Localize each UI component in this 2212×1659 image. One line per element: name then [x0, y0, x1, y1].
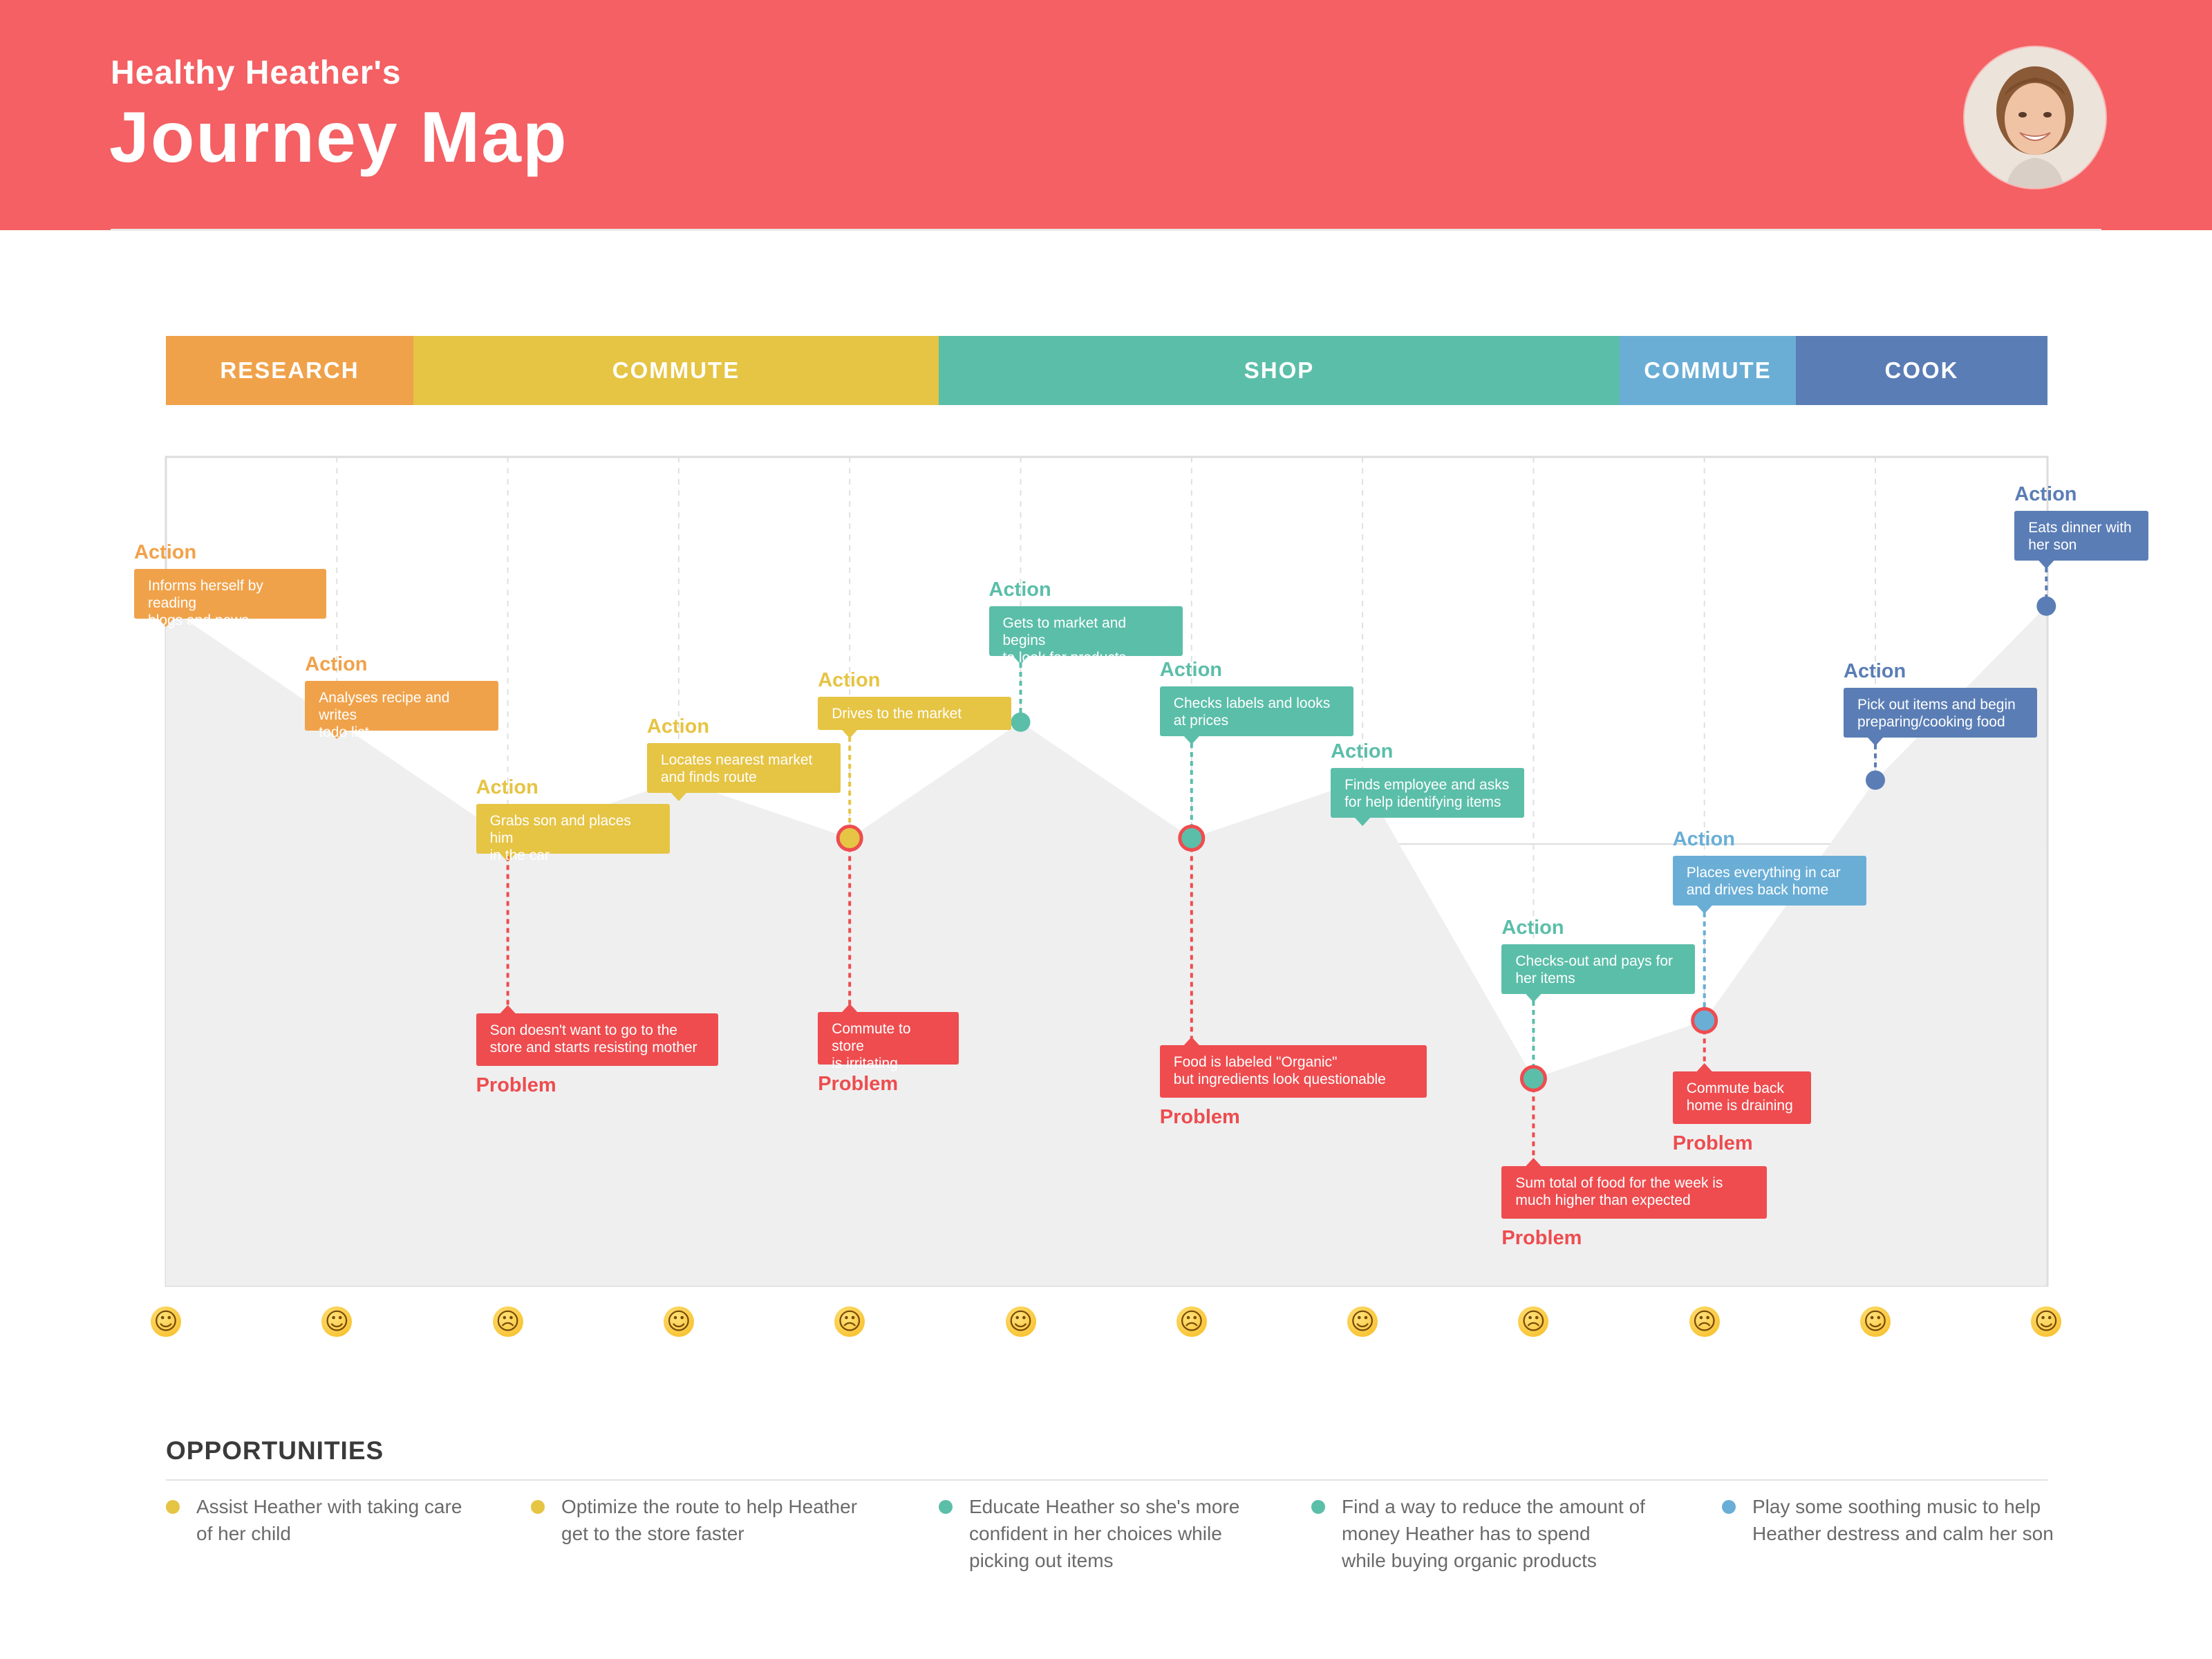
opportunity-text: Play some soothing music to help Heather…	[1752, 1496, 2054, 1544]
problem-label: Problem	[1159, 1106, 1240, 1128]
action-label: Action	[1331, 740, 1394, 762]
problem-label: Problem	[818, 1073, 899, 1095]
header-divider	[111, 229, 2101, 231]
problem-callout: Commute back home is draining	[1672, 1071, 1811, 1124]
opportunity-text: Optimize the route to help Heather get t…	[561, 1496, 858, 1544]
action-label: Action	[818, 669, 881, 691]
opportunities-divider	[166, 1479, 2047, 1481]
action-label: Action	[134, 541, 197, 563]
face-with-monocle-icon: ☺	[663, 1306, 694, 1337]
opportunity-item: Play some soothing music to help Heather…	[1722, 1493, 2109, 1547]
problem-callout: Sum total of food for the week is much h…	[1501, 1166, 1768, 1219]
pleading-face-icon: ☹	[1518, 1306, 1549, 1337]
step-point	[1519, 1065, 1547, 1092]
neutral-face-icon: ☺	[1347, 1306, 1378, 1337]
slightly-smiling-face-icon: ☺	[1860, 1306, 1891, 1337]
opportunity-item: Find a way to reduce the amount of money…	[1311, 1493, 1698, 1574]
phase-commute-3: COMMUTE	[1620, 336, 1796, 405]
phase-cook-4: COOK	[1796, 336, 2047, 405]
sentiment-area	[166, 606, 2047, 1286]
callout-pointer	[1526, 1158, 1541, 1166]
callout-pointer	[1868, 738, 1883, 746]
action-label: Action	[1672, 828, 1735, 850]
action-callout: Analyses recipe and writes todo list	[305, 681, 499, 740]
opportunities-heading: OPPORTUNITIES	[166, 1436, 384, 1465]
bullet-dot-icon	[1722, 1500, 1736, 1514]
problem-label: Problem	[1501, 1227, 1582, 1249]
action-label: Action	[1159, 659, 1223, 681]
opportunity-item: Educate Heather so she's more confident …	[939, 1493, 1298, 1574]
callout-pointer	[1355, 818, 1371, 826]
page-subtitle: Healthy Heather's	[111, 55, 402, 91]
persona-photo-icon	[1965, 47, 2106, 188]
confused-face-icon: ☹	[1176, 1306, 1207, 1337]
action-label: Action	[988, 579, 1051, 601]
problem-label: Problem	[1672, 1132, 1753, 1154]
opportunity-text: Educate Heather so she's more confident …	[969, 1496, 1240, 1571]
action-callout: Drives to the market	[818, 697, 1012, 730]
opportunity-text: Find a way to reduce the amount of money…	[1342, 1496, 1645, 1571]
action-callout: Pick out items and begin preparing/cooki…	[1844, 688, 2037, 738]
callout-pointer	[1183, 736, 1199, 744]
action-label: Action	[305, 653, 368, 675]
action-callout: Locates nearest market and finds route	[646, 743, 841, 793]
action-callout: Finds employee and asks for help identif…	[1331, 768, 1525, 818]
callout-pointer	[1183, 1037, 1199, 1045]
problem-callout: Commute to store is irritating	[818, 1012, 959, 1071]
problem-callout: Son doesn't want to go to the store and …	[476, 1013, 718, 1066]
page-title: Journey Map	[109, 97, 568, 178]
action-label: Action	[1501, 917, 1564, 939]
step-point	[2036, 596, 2056, 616]
hugging-face-icon: ☺	[2031, 1306, 2062, 1337]
action-callout: Checks-out and pays for her items	[1501, 944, 1696, 994]
callout-pointer	[1013, 656, 1029, 664]
bullet-dot-icon	[166, 1500, 180, 1514]
weary-face-icon: ☹	[1689, 1306, 1720, 1337]
action-label: Action	[1844, 660, 1906, 682]
step-point	[1178, 825, 1206, 852]
step-point	[1011, 712, 1031, 732]
action-label: Action	[2014, 483, 2077, 505]
step-point	[1691, 1006, 1718, 1034]
callout-pointer	[2038, 561, 2054, 569]
opportunity-item: Assist Heather with taking care of her c…	[166, 1493, 498, 1547]
callout-pointer	[158, 619, 174, 627]
problem-callout: Food is labeled "Organic" but ingredient…	[1159, 1045, 1427, 1098]
action-callout: Checks labels and looks at prices	[1159, 686, 1353, 736]
bullet-dot-icon	[1311, 1500, 1325, 1514]
callout-pointer	[842, 730, 858, 738]
angry-face-icon: ☹	[492, 1306, 523, 1337]
problem-label: Problem	[476, 1074, 556, 1096]
callout-pointer	[1696, 906, 1712, 914]
callout-pointer	[500, 1005, 516, 1013]
callout-pointer	[1526, 994, 1541, 1002]
bullet-dot-icon	[531, 1500, 545, 1514]
callout-pointer	[842, 1004, 858, 1012]
phase-shop-2: SHOP	[939, 336, 1620, 405]
action-callout: Gets to market and begins to look for pr…	[988, 606, 1183, 666]
action-label: Action	[646, 715, 710, 738]
opportunity-item: Optimize the route to help Heather get t…	[531, 1493, 918, 1547]
pouting-face-icon: ☹	[834, 1306, 865, 1337]
callout-pointer	[329, 731, 345, 739]
thinking-face-icon: ☺	[321, 1306, 353, 1337]
action-callout: Places everything in car and drives back…	[1672, 856, 1866, 906]
action-callout: Informs herself by reading blogs and new…	[134, 569, 326, 628]
callout-pointer	[1696, 1063, 1712, 1071]
phase-research-0: RESEARCH	[166, 336, 413, 405]
callout-pointer	[671, 793, 686, 801]
thinking-face-icon: ☺	[1005, 1306, 1036, 1337]
nerd-face-icon: ☺	[151, 1306, 181, 1337]
action-callout: Eats dinner with her son	[2014, 511, 2149, 561]
opportunity-text: Assist Heather with taking care of her c…	[196, 1496, 462, 1544]
action-label: Action	[476, 776, 538, 798]
header-banner: Healthy Heather's Journey Map	[0, 0, 2212, 230]
avatar	[1963, 46, 2107, 189]
bullet-dot-icon	[939, 1500, 953, 1514]
step-point	[836, 825, 863, 852]
action-callout: Grabs son and places him in the car	[476, 804, 670, 863]
step-point	[1866, 770, 1885, 790]
phase-commute-1: COMMUTE	[413, 336, 939, 405]
